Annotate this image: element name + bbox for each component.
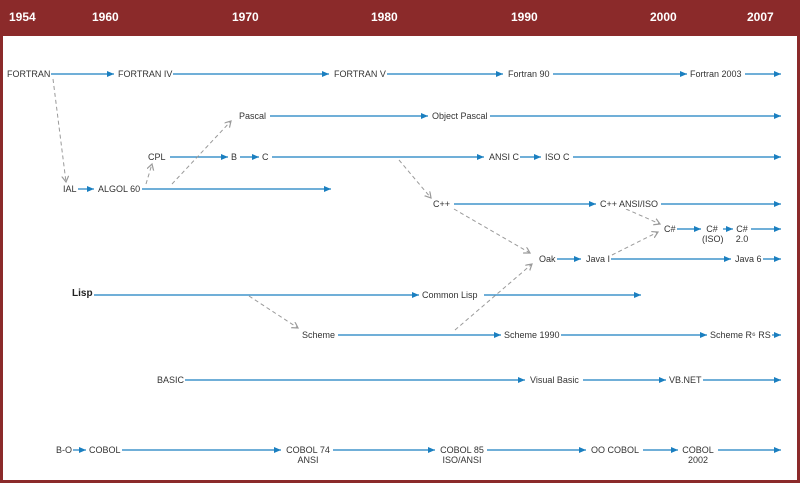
node-visual-basic: Visual Basic: [529, 375, 580, 385]
node-fortran-v: FORTRAN V: [333, 69, 387, 79]
node-pascal: Pascal: [238, 111, 268, 121]
dashed-algol-pascal: [171, 121, 231, 185]
node-object-pascal: Object Pascal: [431, 111, 489, 121]
node-ansi-c: ANSI C: [488, 152, 521, 162]
node-ial: IAL: [62, 184, 78, 194]
node-cobol-2002-line2: 2002: [687, 455, 709, 465]
node-fortran-2003: Fortran 2003: [689, 69, 743, 79]
node-csharp-20-line1: C#: [736, 224, 748, 234]
frame-bottom: [0, 480, 800, 483]
node-csharp: C#: [663, 224, 677, 234]
node-cobol-85: COBOL 85 ISO/ANSI: [437, 445, 487, 465]
node-cobol-2002-line1: COBOL: [682, 445, 714, 455]
node-b: B: [230, 152, 239, 162]
node-basic: BASIC: [156, 375, 186, 385]
dashed-fortran-ial: [52, 78, 66, 182]
node-java-6: Java 6: [734, 254, 763, 264]
node-cpp-ansi-iso: C++ ANSI/ISO: [599, 199, 660, 209]
node-scheme-1990: Scheme 1990: [503, 330, 561, 340]
node-csharp-20-line2: 2.0: [735, 234, 749, 244]
node-csharp-iso-line1: C#: [706, 224, 718, 234]
node-fortran-iv: FORTRAN IV: [117, 69, 174, 79]
node-vb-net: VB.NET: [668, 375, 703, 385]
node-cobol-85-line2: ISO/ANSI: [442, 455, 482, 465]
year-2000: 2000: [650, 10, 677, 24]
frame-right: [797, 0, 800, 483]
node-cobol-2002: COBOL 2002: [680, 445, 716, 465]
node-oo-cobol: OO COBOL: [590, 445, 641, 455]
node-lisp: Lisp: [71, 288, 94, 299]
year-1954: 1954: [9, 10, 36, 24]
header-bar: [0, 0, 800, 36]
dashed-algol-cpl: [145, 164, 152, 185]
year-1980: 1980: [371, 10, 398, 24]
node-csharp-20: C# 2.0: [733, 224, 751, 244]
dashed-java-csharp: [611, 232, 658, 256]
node-cobol-74-line2: ANSI: [297, 455, 319, 465]
node-b-o: B-O: [55, 445, 74, 455]
node-cobol: COBOL: [88, 445, 122, 455]
dashed-cpp-oak: [453, 208, 530, 253]
node-oak: Oak: [538, 254, 557, 264]
node-scheme: Scheme: [301, 330, 337, 340]
node-cpp: C++: [432, 199, 452, 209]
dashed-c-cpp: [398, 159, 431, 198]
year-1970: 1970: [232, 10, 259, 24]
node-csharp-iso: C# (ISO): [701, 224, 724, 244]
year-1990: 1990: [511, 10, 538, 24]
node-c: C: [261, 152, 270, 162]
node-iso-c: ISO C: [544, 152, 571, 162]
node-cpl: CPL: [147, 152, 167, 162]
dashed-lisp-scheme: [248, 295, 298, 328]
node-algol-60: ALGOL 60: [97, 184, 142, 194]
year-1960: 1960: [92, 10, 119, 24]
dashed-scheme-oak: [454, 264, 532, 331]
node-fortran: FORTRAN: [6, 69, 52, 79]
node-cobol-85-line1: COBOL 85: [440, 445, 484, 455]
node-common-lisp: Common Lisp: [421, 290, 479, 300]
year-2007: 2007: [747, 10, 774, 24]
node-cobol-74: COBOL 74 ANSI: [284, 445, 332, 465]
frame-left: [0, 0, 3, 483]
node-cobol-74-line1: COBOL 74: [286, 445, 330, 455]
node-csharp-iso-line2: (ISO): [702, 234, 724, 244]
dashed-cpp-ansi-csharp: [625, 208, 660, 224]
node-scheme-r6rs: Scheme R⁶ RS: [709, 330, 772, 340]
node-fortran-90: Fortran 90: [507, 69, 551, 79]
node-java-1: Java I: [585, 254, 612, 264]
